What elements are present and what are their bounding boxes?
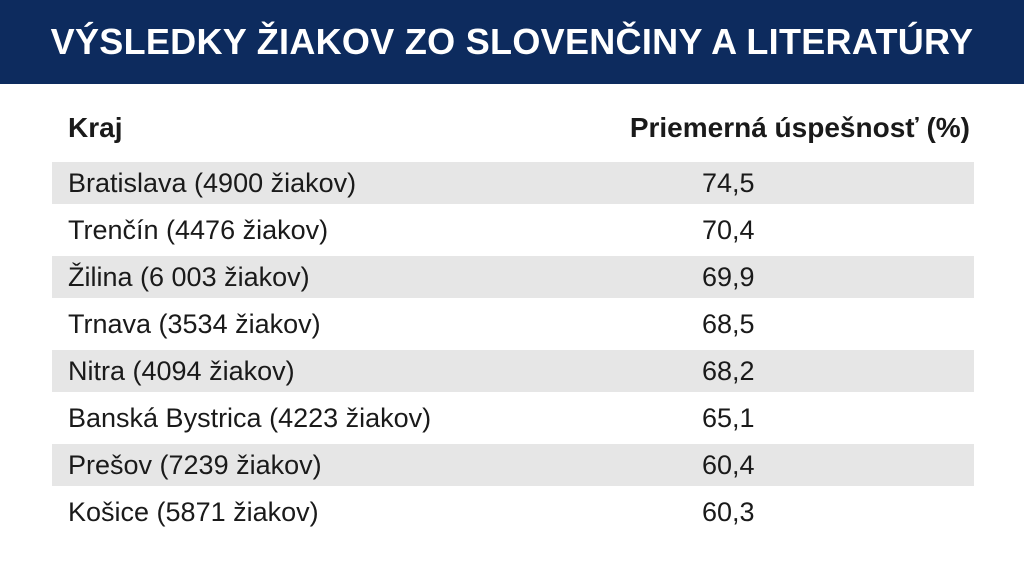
region-cell: Trenčín (4476 žiakov) bbox=[68, 215, 329, 245]
column-header-success-rate: Priemerná úspešnosť (%) bbox=[629, 112, 970, 143]
chart-title: VÝSLEDKY ŽIAKOV ZO SLOVENČINY A LITERATÚ… bbox=[50, 21, 974, 62]
results-table: Kraj Priemerná úspešnosť (%) Bratislava … bbox=[52, 102, 974, 538]
success-rate-cell: 65,1 bbox=[702, 403, 755, 433]
title-bar: VÝSLEDKY ŽIAKOV ZO SLOVENČINY A LITERATÚ… bbox=[0, 0, 1024, 84]
table-row: Žilina (6 003 žiakov) 69,9 bbox=[52, 256, 974, 298]
success-rate-cell: 69,9 bbox=[702, 262, 755, 292]
success-rate-cell: 68,2 bbox=[702, 356, 755, 386]
table-row: Košice (5871 žiakov) 60,3 bbox=[52, 491, 974, 533]
region-cell: Bratislava (4900 žiakov) bbox=[68, 168, 357, 198]
region-cell: Banská Bystrica (4223 žiakov) bbox=[68, 403, 432, 433]
table-row: Prešov (7239 žiakov) 60,4 bbox=[52, 444, 974, 486]
table-row: Banská Bystrica (4223 žiakov) 65,1 bbox=[52, 397, 974, 439]
table-row: Nitra (4094 žiakov) 68,2 bbox=[52, 350, 974, 392]
success-rate-cell: 70,4 bbox=[702, 215, 755, 245]
table-row: Bratislava (4900 žiakov) 74,5 bbox=[52, 162, 974, 204]
column-header-region: Kraj bbox=[68, 112, 123, 143]
success-rate-cell: 60,3 bbox=[702, 497, 755, 527]
table-header: Kraj Priemerná úspešnosť (%) bbox=[52, 102, 974, 162]
region-cell: Košice (5871 žiakov) bbox=[68, 497, 319, 527]
success-rate-cell: 60,4 bbox=[702, 450, 755, 480]
region-cell: Trnava (3534 žiakov) bbox=[68, 309, 321, 339]
table-row: Trenčín (4476 žiakov) 70,4 bbox=[52, 209, 974, 251]
table-row: Trnava (3534 žiakov) 68,5 bbox=[52, 303, 974, 345]
table-body: Bratislava (4900 žiakov) 74,5 Trenčín (447… bbox=[52, 162, 974, 533]
region-cell: Nitra (4094 žiakov) bbox=[68, 356, 295, 386]
region-cell: Prešov (7239 žiakov) bbox=[68, 450, 322, 480]
region-cell: Žilina (6 003 žiakov) bbox=[68, 262, 310, 292]
success-rate-cell: 68,5 bbox=[702, 309, 755, 339]
success-rate-cell: 74,5 bbox=[702, 168, 755, 198]
